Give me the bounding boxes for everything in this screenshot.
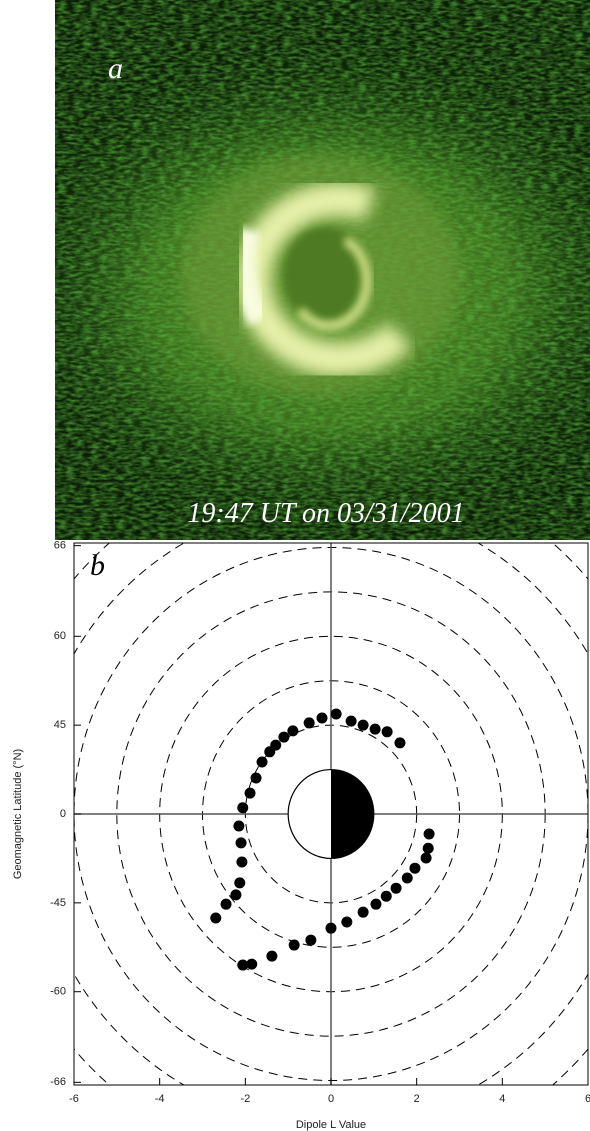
data-point [245,788,256,799]
data-point [331,709,342,720]
data-point [402,872,413,883]
data-point [326,923,337,934]
data-point [246,959,257,970]
data-point [236,856,247,867]
y-tick-label: 66 [54,540,66,552]
y-tick-label: -66 [50,1076,66,1088]
x-tick-label: -4 [155,1093,165,1105]
data-point [257,757,268,768]
data-point [230,889,241,900]
euv-image: a 19:47 UT on 03/31/2001 [0,0,590,540]
data-point [358,720,369,731]
data-point [346,716,357,727]
data-point [394,737,405,748]
data-point [278,732,289,743]
data-point [317,713,328,724]
data-point [421,852,432,863]
data-point [305,935,316,946]
data-point [409,863,420,874]
y-axis-label: Geomagnetic Latitude (°N) [12,749,24,879]
x-tick-label: 6 [585,1093,590,1105]
x-tick-label: 0 [328,1093,334,1105]
data-point [289,940,300,951]
data-point [221,899,232,910]
y-tick-label: -45 [50,897,66,909]
data-point [381,891,392,902]
y-tick-label: 45 [54,719,66,731]
x-tick-label: -2 [240,1093,250,1105]
data-point [391,883,402,894]
y-tick-label: 0 [60,808,66,820]
data-point [264,746,275,757]
x-tick-label: 2 [414,1093,420,1105]
y-tick-label: -60 [50,986,66,998]
y-tick-label: 60 [54,630,66,642]
caption: 19:47 UT on 03/31/2001 [187,498,464,529]
data-point [251,773,262,784]
data-point [236,837,247,848]
data-point [424,828,435,839]
data-point [370,899,381,910]
data-point [234,877,245,888]
x-tick-label: -6 [69,1093,79,1105]
data-point [341,916,352,927]
panel-label: a [108,52,123,85]
x-tick-label: 4 [499,1093,505,1105]
panel-label: b [90,549,105,582]
data-point [423,843,434,854]
data-point [382,726,393,737]
earth-dayside [331,770,374,859]
data-point [370,724,381,735]
data-point [233,820,244,831]
data-point [266,951,277,962]
x-axis-label: Dipole L Value [296,1119,366,1131]
plot-area [0,459,590,1131]
data-point [304,717,315,728]
data-point [210,912,221,923]
data-point [287,725,298,736]
data-point [358,907,369,918]
figure: a 19:47 UT on 03/31/2001 -6-4-2024666604… [0,0,590,1131]
data-point [237,802,248,813]
